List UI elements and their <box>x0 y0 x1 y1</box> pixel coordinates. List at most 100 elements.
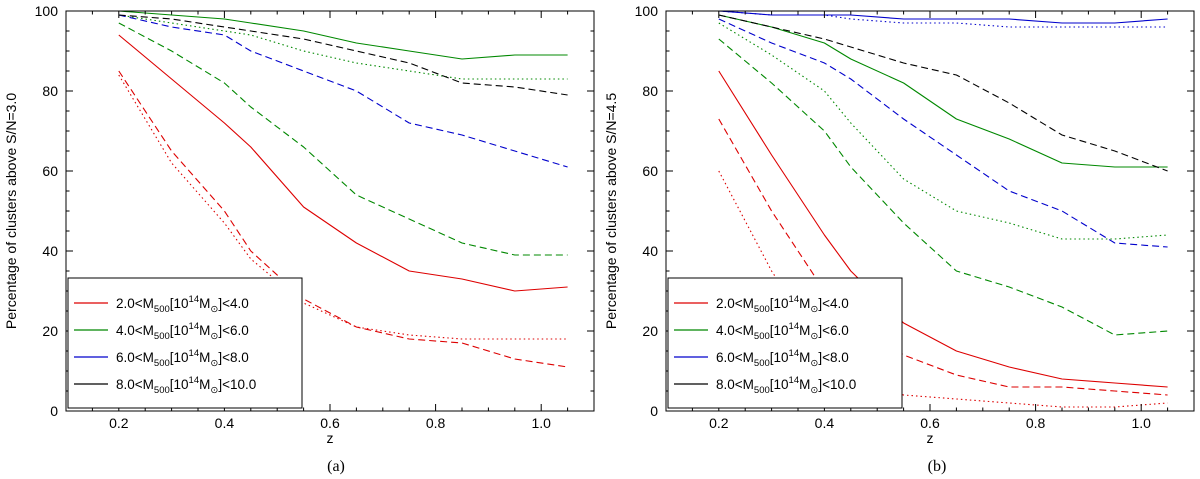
series-line-red-dotted <box>718 170 1168 408</box>
legend-entry-label: 6.0<M500[1014M⊙]<8.0 <box>716 348 849 369</box>
series-line-black-dashed <box>118 14 568 96</box>
series-line-blue-solid <box>718 10 1168 24</box>
y-tick-label: 0 <box>50 403 58 419</box>
legend-text-part: ⊙ <box>210 385 218 396</box>
legend-text-part: [10 <box>770 323 789 338</box>
panel-label: (a) <box>327 458 345 475</box>
legend-text-part: ⊙ <box>810 358 818 369</box>
y-tick-label: 60 <box>642 163 658 179</box>
y-tick-label: 100 <box>635 3 659 19</box>
legend-text-part: 14 <box>789 375 800 386</box>
series-line-blue-dashed <box>118 14 568 168</box>
y-tick-label: 80 <box>42 83 58 99</box>
legend-text-part: 8.0<M <box>716 377 754 392</box>
series-line-green-solid <box>718 14 1168 168</box>
legend-text-part: 14 <box>189 321 200 332</box>
y-tick-label: 40 <box>642 243 658 259</box>
legend-text-part: M <box>799 323 810 338</box>
series-line-green-solid <box>118 10 568 60</box>
x-tick-label: 1.0 <box>531 415 551 431</box>
panel-label: (b) <box>928 458 947 475</box>
legend-text-part: ]<6.0 <box>818 323 848 338</box>
legend-text-part: 500 <box>754 304 770 315</box>
x-tick-label: 0.8 <box>1026 415 1046 431</box>
legend-text-part: 14 <box>189 375 200 386</box>
y-tick-label: 40 <box>42 243 58 259</box>
legend-text-part: ⊙ <box>210 358 218 369</box>
x-axis-label: z <box>327 430 334 446</box>
y-tick-label: 100 <box>35 3 59 19</box>
legend-text-part: M <box>199 323 210 338</box>
x-tick-label: 1.0 <box>1131 415 1151 431</box>
y-tick-label: 60 <box>42 163 58 179</box>
legend-text-part: M <box>799 377 810 392</box>
legend-text-part: 500 <box>154 385 170 396</box>
x-axis-label: z <box>927 430 934 446</box>
legend-text-part: ⊙ <box>210 331 218 342</box>
legend-text-part: ⊙ <box>210 304 218 315</box>
y-axis-label: Percentage of clusters above S/N=3.0 <box>3 93 19 329</box>
legend-text-part: 500 <box>154 331 170 342</box>
x-tick-label: 0.2 <box>109 415 129 431</box>
legend-text-part: 14 <box>189 294 200 305</box>
series-line-green-dotted <box>118 14 568 80</box>
legend-entry-label: 6.0<M500[1014M⊙]<8.0 <box>116 348 249 369</box>
series-line-red-dashed <box>718 118 1168 396</box>
legend-text-part: 500 <box>154 304 170 315</box>
legend-text-part: ]<4.0 <box>218 296 248 311</box>
series-line-green-dashed <box>118 22 568 256</box>
legend-text-part: ⊙ <box>810 385 818 396</box>
legend-text-part: 2.0<M <box>116 296 154 311</box>
legend-text-part: [10 <box>170 377 189 392</box>
chart-panel-b: 0.2 0.4 0.6 0.8 1.0 0 20 40 60 80 100 z Percentage o… <box>603 3 1195 475</box>
legend-text-part: 2.0<M <box>716 296 754 311</box>
legend-text-part: 4.0<M <box>716 323 754 338</box>
legend-text-part: ⊙ <box>810 331 818 342</box>
x-tick-label: 0.6 <box>320 415 340 431</box>
legend-text-part: M <box>199 296 210 311</box>
x-tick-label: 0.6 <box>920 415 940 431</box>
legend: 2.0<M500[1014M⊙]<4.04.0<M500[1014M⊙]<6.0… <box>667 277 903 409</box>
legend-text-part: 6.0<M <box>716 350 754 365</box>
legend-text-part: 500 <box>754 331 770 342</box>
legend-entry-label: 2.0<M500[1014M⊙]<4.0 <box>116 294 249 315</box>
legend-text-part: ]<6.0 <box>218 323 248 338</box>
legend-text-part: ]<8.0 <box>218 350 248 365</box>
legend-entry-label: 2.0<M500[1014M⊙]<4.0 <box>716 294 849 315</box>
legend-box <box>67 277 303 409</box>
legend-text-part: 8.0<M <box>116 377 154 392</box>
legend-text-part: 14 <box>789 348 800 359</box>
series-line-green-dashed <box>718 38 1168 336</box>
legend-box <box>667 277 903 409</box>
legend-text-part: 4.0<M <box>116 323 154 338</box>
legend-text-part: 500 <box>154 358 170 369</box>
legend-text-part: ]<10.0 <box>818 377 856 392</box>
legend-text-part: 6.0<M <box>116 350 154 365</box>
legend-text-part: M <box>799 296 810 311</box>
series-line-red-dotted <box>118 74 568 340</box>
legend-text-part: 500 <box>754 385 770 396</box>
legend-entry-label: 4.0<M500[1014M⊙]<6.0 <box>116 321 249 342</box>
legend-text-part: ]<8.0 <box>818 350 848 365</box>
series-line-red-dashed <box>118 70 568 368</box>
series-line-blue-dashed <box>718 18 1168 248</box>
legend-text-part: 14 <box>789 321 800 332</box>
x-tick-label: 0.2 <box>709 415 729 431</box>
legend-text-part: 14 <box>189 348 200 359</box>
legend-text-part: [10 <box>170 296 189 311</box>
legend: 2.0<M500[1014M⊙]<4.04.0<M500[1014M⊙]<6.0… <box>67 277 303 409</box>
y-tick-label: 20 <box>42 323 58 339</box>
legend-entry-label: 8.0<M500[1014M⊙]<10.0 <box>716 375 856 396</box>
legend-text-part: M <box>199 350 210 365</box>
legend-text-part: [10 <box>770 296 789 311</box>
x-tick-label: 0.4 <box>215 415 235 431</box>
legend-text-part: M <box>199 377 210 392</box>
legend-text-part: [10 <box>770 350 789 365</box>
series-line-red-solid <box>118 34 568 292</box>
chart-panel-a: 0.2 0.4 0.6 0.8 1.0 0 20 40 60 80 100 z Percentage o… <box>3 3 595 475</box>
series-line-black-dashed <box>718 14 1168 172</box>
legend-text-part: [10 <box>770 377 789 392</box>
legend-text-part: 500 <box>754 358 770 369</box>
legend-entry-label: 8.0<M500[1014M⊙]<10.0 <box>116 375 256 396</box>
